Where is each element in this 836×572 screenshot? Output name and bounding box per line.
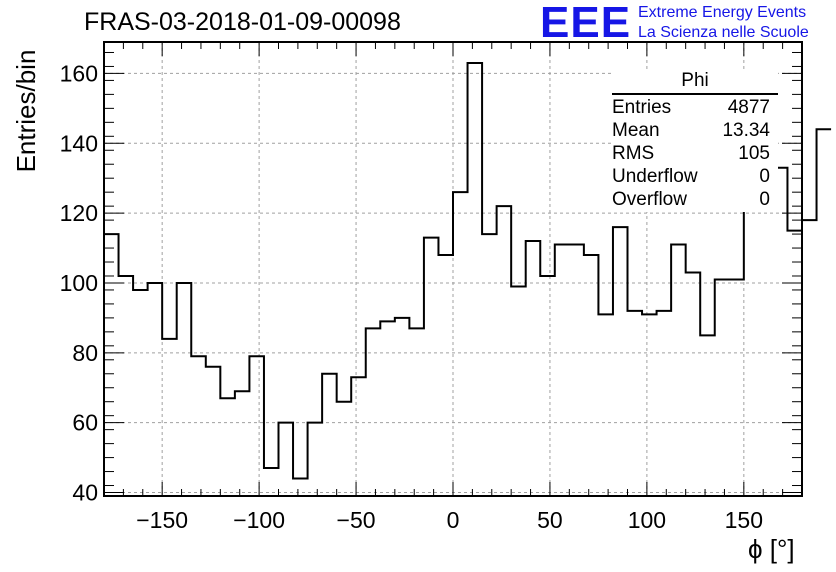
stats-box: Phi Entries 4877 Mean 13.34 RMS 105 Underfl… (612, 70, 778, 212)
logo-line-2: La Scienza nelle Scuole (638, 24, 809, 41)
stats-value: 0 (759, 189, 770, 210)
stats-value: 13.34 (722, 120, 770, 141)
stats-row: Entries 4877 (612, 97, 778, 120)
stats-value: 105 (738, 143, 770, 164)
y-tick-label: 40 (72, 480, 98, 506)
axis-ticks (104, 42, 803, 496)
y-tick-label: 100 (60, 270, 98, 296)
stats-label: Underflow (612, 166, 698, 187)
y-tick-label: 140 (60, 130, 98, 156)
x-tick-label: −100 (233, 507, 285, 533)
x-tick-label: −150 (136, 507, 188, 533)
chart-title: FRAS-03-2018-01-09-00098 (84, 8, 401, 36)
y-tick-label: 160 (60, 60, 98, 86)
stats-row: Overflow 0 (612, 189, 778, 212)
axis-tick-labels: −150 −100 −50 0 50 100 150 40 60 80 100 120 140 160 (60, 60, 763, 533)
stats-box-title: Phi (612, 70, 778, 95)
eee-logo: EEE (540, 0, 632, 47)
y-tick-label: 120 (60, 200, 98, 226)
histogram-step-path (104, 61, 832, 480)
stats-label: Overflow (612, 189, 687, 210)
x-tick-label: 150 (725, 507, 763, 533)
stats-label: RMS (612, 143, 655, 164)
stats-label: Entries (612, 97, 672, 118)
stats-row: Underflow 0 (612, 166, 778, 189)
x-tick-label: 0 (447, 507, 460, 533)
stats-row: Mean 13.34 (612, 120, 778, 143)
y-axis-label: Entries/bin (11, 49, 41, 173)
x-tick-label: 50 (537, 507, 563, 533)
y-tick-label: 60 (72, 410, 98, 436)
x-tick-label: −50 (337, 507, 376, 533)
logo-line-1: Extreme Energy Events (638, 4, 807, 21)
stats-value: 0 (759, 166, 770, 187)
x-tick-label: 100 (628, 507, 666, 533)
y-tick-label: 80 (72, 340, 98, 366)
histogram-line (104, 61, 832, 480)
stats-value: 4877 (727, 97, 770, 118)
x-axis-label: ϕ [°] (748, 534, 795, 564)
stats-row: RMS 105 (612, 143, 778, 166)
stats-label: Mean (612, 120, 660, 141)
